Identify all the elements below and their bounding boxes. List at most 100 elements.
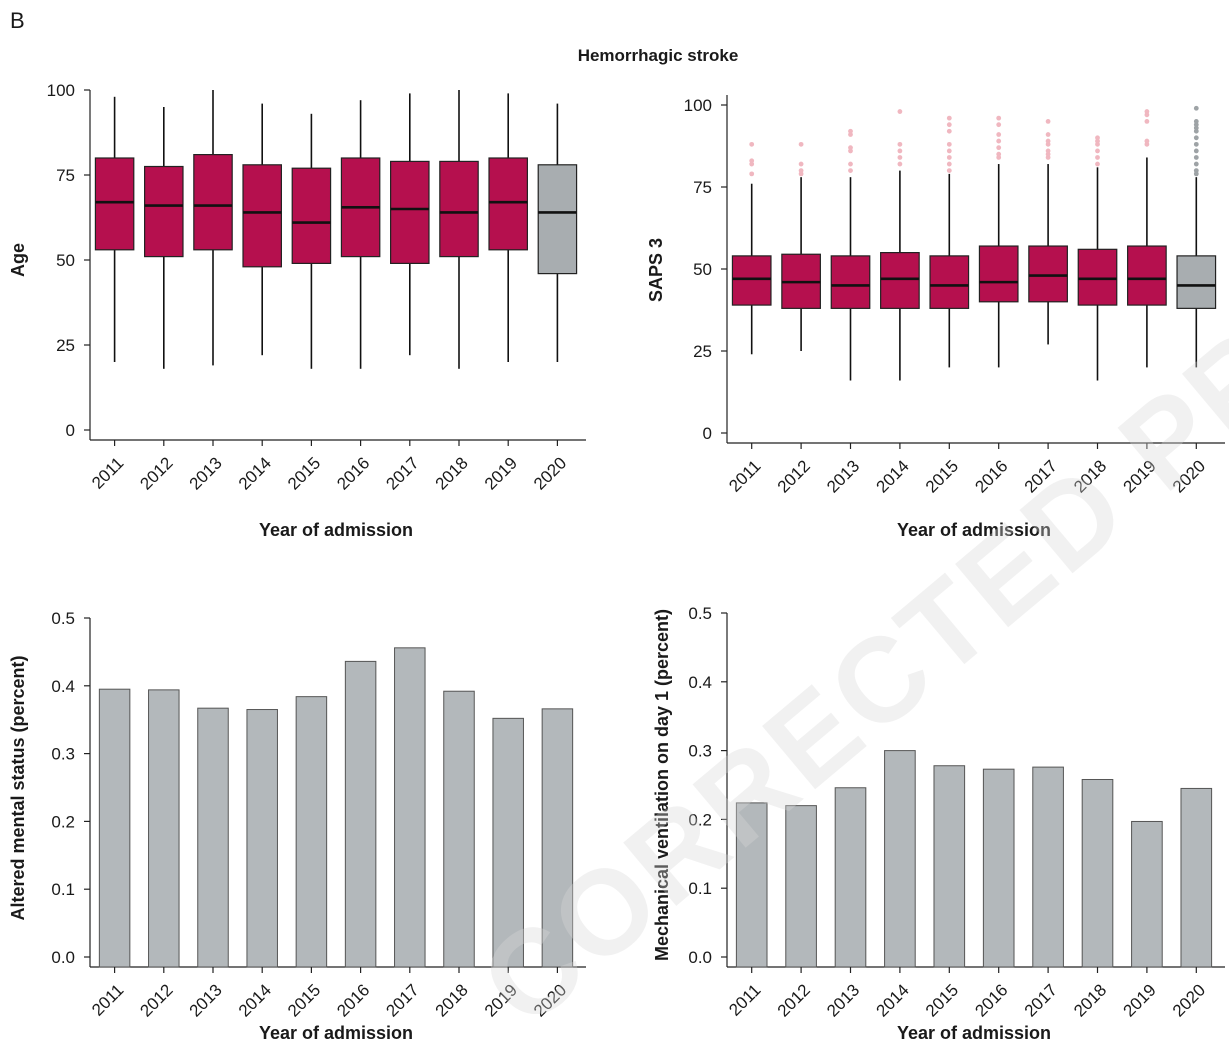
box	[291, 167, 332, 264]
outlier-point	[996, 145, 1002, 151]
box	[978, 245, 1019, 303]
x-tick-label: 2012	[136, 453, 176, 493]
bar	[735, 802, 768, 968]
outlier-point	[1095, 141, 1100, 147]
y-tick-label: 25	[693, 342, 712, 361]
x-tick-label: 2012	[136, 980, 176, 1020]
x-tick-label: 2015	[284, 980, 324, 1020]
y-tick-label: 0.5	[51, 609, 75, 628]
outlier-point	[946, 122, 952, 128]
outlier-point	[1144, 119, 1150, 124]
outlier-point	[946, 128, 952, 134]
x-tick-label: 2018	[1070, 456, 1110, 496]
y-tick-label: 0.4	[51, 677, 75, 696]
box	[144, 165, 184, 258]
x-axis-title: Year of admission	[897, 1023, 1051, 1043]
outlier-point	[1144, 138, 1150, 144]
outlier-point	[946, 115, 952, 121]
y-axis-title: Altered mental status (percent)	[8, 655, 28, 920]
bar	[1081, 778, 1114, 968]
x-tick-label: 2012	[774, 456, 814, 496]
outlier-point	[848, 145, 853, 151]
x-tick-label: 2013	[186, 980, 226, 1020]
outlier-point	[798, 168, 804, 174]
outlier-point	[1045, 138, 1051, 144]
bar	[1131, 820, 1163, 968]
outlier-point	[1045, 132, 1051, 137]
x-tick-label: 2020	[530, 980, 570, 1020]
outlier-point	[749, 171, 755, 177]
y-tick-label: 0.3	[688, 742, 712, 761]
x-tick-label: 2014	[235, 453, 275, 493]
outlier-point	[996, 115, 1002, 121]
box	[830, 255, 871, 309]
outlier-point	[897, 141, 903, 147]
outlier-point	[946, 148, 952, 154]
outlier-point	[946, 168, 952, 174]
x-axis-title: Year of admission	[897, 520, 1051, 540]
box	[390, 160, 430, 264]
x-tick-label: 2020	[1169, 980, 1209, 1020]
x-tick-label: 2020	[1169, 456, 1209, 496]
bar	[541, 708, 574, 968]
y-tick-label: 100	[684, 96, 712, 115]
figure-title: Hemorrhagic stroke	[577, 46, 739, 65]
outlier-point	[1095, 138, 1100, 144]
bar	[785, 805, 817, 968]
x-tick-label: 2018	[432, 453, 472, 493]
y-tick-label: 100	[47, 81, 75, 100]
x-tick-label: 2016	[333, 980, 373, 1020]
x-tick-label: 2017	[382, 453, 422, 493]
bar	[197, 707, 229, 968]
outlier-point	[897, 161, 903, 167]
outlier-point	[996, 138, 1002, 144]
y-tick-label: 0	[703, 424, 712, 443]
x-tick-label: 2011	[725, 980, 764, 1019]
panel-letter: B	[10, 8, 25, 33]
outlier-point	[1095, 155, 1100, 160]
outlier-point	[848, 128, 853, 134]
box	[242, 164, 282, 268]
x-axis-title: Year of admission	[259, 520, 413, 540]
box	[880, 252, 920, 309]
y-axis-title: Mechanical ventilation on day 1 (percent…	[652, 609, 672, 961]
outlier-point	[798, 161, 804, 167]
outlier-point	[996, 151, 1002, 157]
outlier-point	[897, 109, 903, 114]
outlier-point	[749, 158, 755, 164]
outlier-point	[946, 161, 952, 167]
outlier-point	[1193, 148, 1199, 154]
outlier-point	[1193, 128, 1199, 134]
outlier-point	[1193, 171, 1199, 177]
box	[488, 157, 528, 251]
x-tick-label: 2018	[432, 980, 472, 1020]
x-tick-label: 2016	[971, 456, 1011, 496]
y-axis-title: SAPS 3	[646, 238, 666, 302]
outlier-point	[1144, 141, 1150, 147]
outlier-point	[798, 141, 804, 147]
outlier-point	[749, 141, 755, 147]
bar	[295, 696, 328, 968]
x-tick-label: 2014	[873, 456, 913, 496]
outlier-point	[996, 155, 1002, 160]
x-tick-label: 2014	[235, 980, 275, 1020]
x-tick-label: 2019	[1120, 456, 1160, 496]
x-tick-label: 2019	[481, 453, 521, 493]
y-tick-label: 50	[56, 251, 75, 270]
box	[439, 160, 479, 258]
y-tick-label: 75	[693, 178, 712, 197]
x-tick-label: 2012	[774, 980, 814, 1020]
y-tick-label: 0.0	[688, 948, 712, 967]
outlier-point	[1193, 122, 1199, 128]
x-axis-title: Year of admission	[259, 1023, 413, 1043]
outlier-point	[848, 161, 853, 167]
x-tick-label: 2020	[530, 453, 570, 493]
y-tick-label: 0.0	[51, 948, 75, 967]
y-tick-label: 50	[693, 260, 712, 279]
x-tick-label: 2018	[1070, 980, 1110, 1020]
y-tick-label: 0.1	[688, 879, 712, 898]
outlier-point	[1045, 155, 1051, 160]
